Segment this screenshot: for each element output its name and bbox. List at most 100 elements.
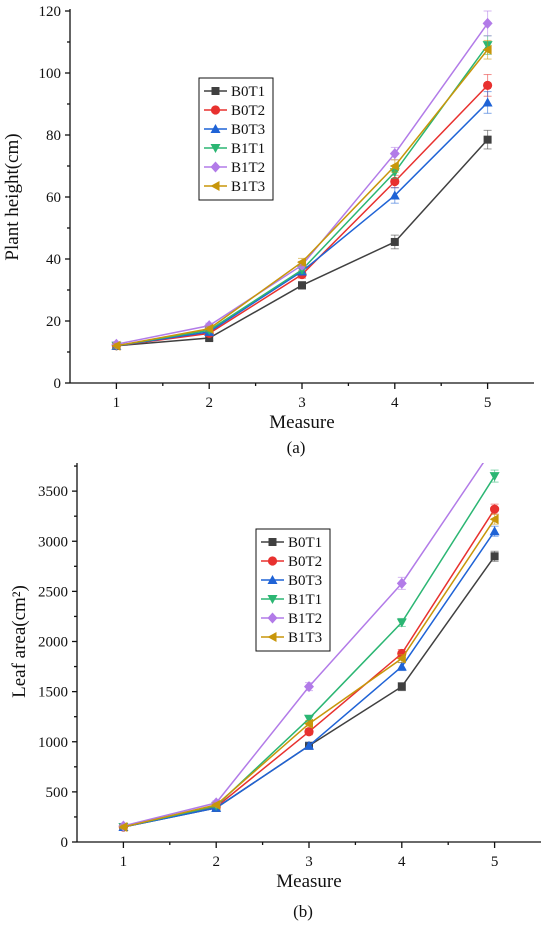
x-tick-label: 3 bbox=[298, 395, 306, 411]
plant-height-chart: 0 20 40 60 80 100 120 1 2 3 4 5 Measure Plant height(… bbox=[2, 4, 534, 457]
legend: B0T1 B0T2 B0T3 B1T1 B1T2 B1T3 bbox=[198, 77, 274, 201]
data-point bbox=[304, 681, 314, 693]
series-line bbox=[116, 44, 489, 347]
data-point bbox=[396, 577, 407, 589]
series-b0t3 bbox=[111, 91, 493, 350]
legend-marker bbox=[267, 575, 278, 584]
legend-marker bbox=[267, 595, 278, 604]
x-tick-label: 2 bbox=[212, 854, 220, 870]
series-b0t3 bbox=[118, 525, 500, 831]
legend-label: B1T2 bbox=[288, 611, 322, 627]
data-point bbox=[304, 727, 314, 737]
data-point bbox=[304, 714, 314, 724]
y-tick-label: 40 bbox=[46, 252, 61, 268]
y-tick-label: 2000 bbox=[38, 635, 68, 651]
y-tick-label: 80 bbox=[46, 128, 61, 144]
x-tick-label: 1 bbox=[120, 854, 128, 870]
data-point bbox=[390, 237, 399, 246]
legend-label: B0T2 bbox=[288, 554, 322, 570]
y-tick-label: 3000 bbox=[38, 534, 68, 550]
x-tick-label: 1 bbox=[113, 395, 121, 411]
legend-marker bbox=[211, 87, 220, 95]
series-b0t1 bbox=[112, 129, 492, 350]
data-point bbox=[482, 97, 493, 107]
series-line bbox=[116, 22, 489, 345]
x-axis-label: Measure bbox=[276, 871, 341, 892]
data-point bbox=[204, 323, 214, 334]
data-point bbox=[396, 653, 406, 664]
data-point bbox=[304, 740, 314, 750]
legend-marker bbox=[210, 181, 220, 191]
y-axis-label: Plant height(cm) bbox=[2, 133, 23, 260]
series-b1t2 bbox=[111, 10, 493, 350]
y-tick-label: 100 bbox=[39, 66, 62, 82]
legend-label: B1T3 bbox=[288, 630, 322, 646]
y-tick-label: 60 bbox=[46, 190, 61, 206]
legend-marker bbox=[268, 538, 277, 546]
y-tick-label: 0 bbox=[54, 376, 62, 392]
data-point bbox=[489, 514, 499, 525]
series-line bbox=[116, 84, 489, 347]
data-point bbox=[390, 176, 400, 187]
legend-marker bbox=[210, 124, 221, 133]
legend: B0T1 B0T2 B0T3 B1T1 B1T2 B1T3 bbox=[255, 528, 331, 652]
data-point bbox=[490, 552, 499, 561]
series-b1t3 bbox=[118, 513, 499, 832]
x-tick-label: 4 bbox=[391, 395, 399, 411]
series-b1t3 bbox=[111, 39, 492, 351]
y-tick-label: 3500 bbox=[38, 484, 68, 500]
legend-marker bbox=[210, 105, 221, 115]
data-point bbox=[396, 661, 407, 671]
legend-label: B0T2 bbox=[231, 103, 265, 119]
series-b1t1 bbox=[111, 35, 493, 351]
x-tick-label: 4 bbox=[398, 854, 406, 870]
legend-marker bbox=[267, 612, 278, 624]
y-tick-label: 120 bbox=[39, 4, 62, 20]
x-tick-label: 5 bbox=[491, 854, 499, 870]
data-point bbox=[489, 526, 500, 536]
y-tick-label: 2500 bbox=[38, 584, 68, 600]
data-point bbox=[211, 799, 221, 810]
data-point bbox=[304, 718, 313, 729]
data-point bbox=[489, 472, 500, 482]
panel-label: (b) bbox=[293, 902, 313, 921]
legend-label: B1T1 bbox=[231, 141, 265, 157]
data-point bbox=[118, 821, 128, 832]
legend-label: B1T1 bbox=[288, 592, 322, 608]
y-tick-label: 1000 bbox=[38, 735, 68, 751]
legend-label: B0T1 bbox=[231, 84, 265, 100]
x-axis-label: Measure bbox=[269, 412, 334, 433]
data-point bbox=[111, 340, 121, 351]
legend-marker bbox=[267, 632, 277, 642]
x-tick-label: 2 bbox=[205, 395, 213, 411]
legend-marker bbox=[210, 161, 221, 173]
y-tick-label: 0 bbox=[61, 835, 69, 851]
y-tick-label: 1500 bbox=[38, 685, 68, 701]
data-point bbox=[205, 334, 214, 343]
legend-marker bbox=[267, 556, 278, 566]
legend-label: B1T2 bbox=[231, 160, 265, 176]
legend-label: B1T3 bbox=[231, 179, 265, 195]
data-point bbox=[389, 161, 399, 171]
data-point bbox=[397, 682, 406, 691]
panel-label: (a) bbox=[287, 438, 306, 457]
y-tick-label: 500 bbox=[46, 785, 69, 801]
data-point bbox=[389, 190, 400, 200]
data-point bbox=[482, 17, 493, 29]
series-line bbox=[116, 101, 489, 347]
legend-label: B0T3 bbox=[288, 573, 322, 589]
y-axis-label: Leaf area(cm²) bbox=[9, 585, 30, 698]
data-point bbox=[297, 257, 306, 268]
series-line bbox=[116, 139, 489, 347]
data-point bbox=[298, 281, 306, 290]
data-point bbox=[482, 44, 492, 55]
y-tick-label: 20 bbox=[46, 314, 61, 330]
x-tick-label: 5 bbox=[484, 395, 492, 411]
data-point bbox=[483, 135, 492, 144]
legend-label: B0T3 bbox=[231, 122, 265, 138]
legend-box bbox=[255, 528, 331, 652]
legend-label: B0T1 bbox=[288, 535, 322, 551]
data-point bbox=[389, 148, 400, 160]
legend-marker bbox=[210, 144, 221, 153]
data-point bbox=[483, 80, 493, 90]
